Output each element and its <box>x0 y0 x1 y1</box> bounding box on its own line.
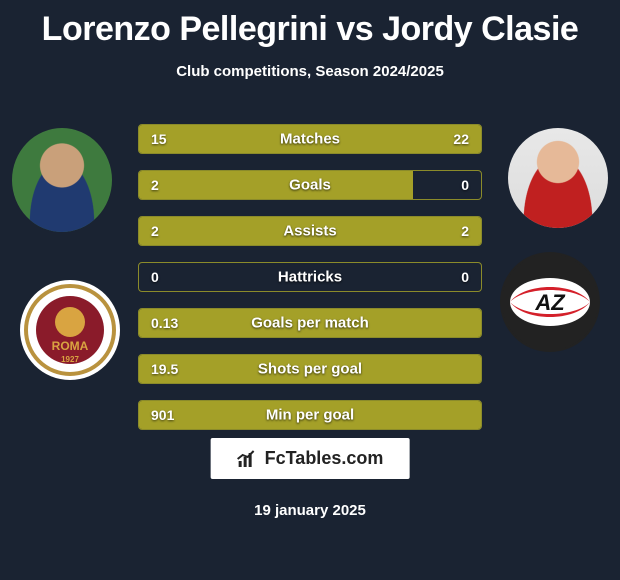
svg-text:1927: 1927 <box>61 355 79 364</box>
stat-label: Hattricks <box>278 269 342 286</box>
stat-row: 2 0 Goals <box>138 170 482 200</box>
stat-value-right: 0 <box>461 269 469 285</box>
brand-chart-icon <box>237 449 259 469</box>
stat-label: Goals <box>289 177 331 194</box>
player2-avatar <box>508 128 608 228</box>
stat-value-right: 2 <box>461 223 469 239</box>
page-title: Lorenzo Pellegrini vs Jordy Clasie <box>0 0 620 49</box>
az-crest-icon: AZ <box>500 252 600 352</box>
stat-value-left: 19.5 <box>151 361 178 377</box>
stat-value-left: 901 <box>151 407 174 423</box>
stat-label: Goals per match <box>251 315 369 332</box>
stat-value-left: 2 <box>151 177 159 193</box>
player1-avatar <box>12 128 112 232</box>
stat-bar-left <box>139 171 413 199</box>
stat-value-right: 0 <box>461 177 469 193</box>
player2-club-badge: AZ <box>500 252 600 352</box>
date-text: 19 january 2025 <box>254 502 366 519</box>
stat-value-left: 0.13 <box>151 315 178 331</box>
player1-club-badge: ROMA 1927 <box>20 280 120 380</box>
stat-label: Matches <box>280 131 340 148</box>
stat-label: Assists <box>283 223 336 240</box>
brand-badge: FcTables.com <box>211 438 410 479</box>
stat-label: Min per goal <box>266 407 354 424</box>
stat-value-left: 15 <box>151 131 167 147</box>
player2-portrait-placeholder <box>508 128 608 228</box>
stat-row: 0 0 Hattricks <box>138 262 482 292</box>
svg-text:ROMA: ROMA <box>52 339 89 353</box>
stat-label: Shots per goal <box>258 361 362 378</box>
stats-container: 1522Matches20Goals22Assists00Hattricks0.… <box>138 124 482 446</box>
page-subtitle: Club competitions, Season 2024/2025 <box>0 63 620 80</box>
roma-crest-icon: ROMA 1927 <box>20 280 120 380</box>
stat-row: 15 22 Matches <box>138 124 482 154</box>
brand-text: FcTables.com <box>265 448 384 469</box>
stat-value-right: 22 <box>453 131 469 147</box>
player1-portrait-placeholder <box>12 128 112 232</box>
stat-row: 19.5 Shots per goal <box>138 354 482 384</box>
stat-value-left: 0 <box>151 269 159 285</box>
stat-row: 2 2 Assists <box>138 216 482 246</box>
stat-row: 901 Min per goal <box>138 400 482 430</box>
stat-row: 0.13 Goals per match <box>138 308 482 338</box>
svg-text:AZ: AZ <box>534 290 566 315</box>
stat-value-left: 2 <box>151 223 159 239</box>
